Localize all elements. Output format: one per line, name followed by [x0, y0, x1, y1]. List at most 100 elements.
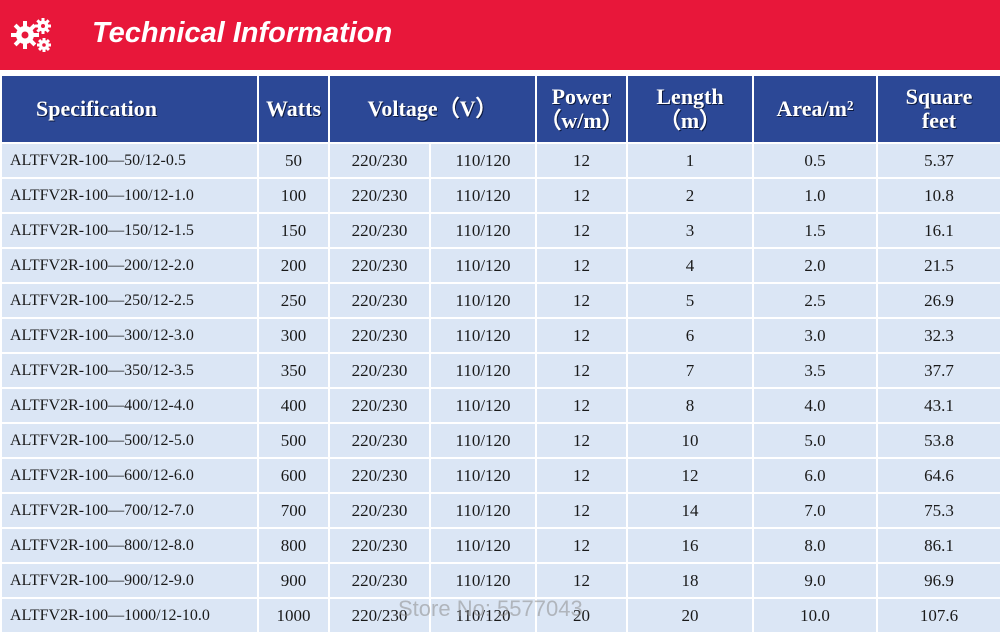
- cell-watts: 350: [257, 352, 330, 389]
- page-title: Technical Information: [92, 17, 393, 49]
- table-row: ALTFV2R-100—350/12-3.5 350 220/230 110/120 1…: [0, 352, 1000, 389]
- cell-specification: ALTFV2R-100—250/12-2.5: [0, 282, 259, 319]
- cell-square-feet: 37.7: [876, 352, 1000, 389]
- cell-voltage-low: 110/120: [429, 422, 537, 459]
- cell-length: 4: [626, 247, 754, 284]
- cell-watts: 100: [257, 177, 330, 214]
- cell-watts: 300: [257, 317, 330, 354]
- cell-voltage-high: 220/230: [328, 527, 431, 564]
- header-power: Power （w/m）: [535, 74, 628, 144]
- title-banner: Technical Information: [0, 0, 1000, 70]
- cell-specification: ALTFV2R-100—400/12-4.0: [0, 387, 259, 424]
- cell-square-feet: 32.3: [876, 317, 1000, 354]
- cell-area: 10.0: [752, 597, 878, 634]
- cell-length: 20: [626, 597, 754, 634]
- cell-area: 0.5: [752, 142, 878, 179]
- cell-voltage-low: 110/120: [429, 212, 537, 249]
- cell-power: 12: [535, 212, 628, 249]
- table-row: ALTFV2R-100—200/12-2.0 200 220/230 110/120 1…: [0, 247, 1000, 284]
- cell-power: 12: [535, 492, 628, 529]
- cell-specification: ALTFV2R-100—800/12-8.0: [0, 527, 259, 564]
- cell-length: 8: [626, 387, 754, 424]
- cell-watts: 50: [257, 142, 330, 179]
- table-row: ALTFV2R-100—800/12-8.0 800 220/230 110/120 1…: [0, 527, 1000, 564]
- cell-power: 12: [535, 142, 628, 179]
- cell-voltage-low: 110/120: [429, 317, 537, 354]
- cell-voltage-high: 220/230: [328, 352, 431, 389]
- cell-watts: 900: [257, 562, 330, 599]
- table-row: ALTFV2R-100—50/12-0.5 50 220/230 110/120 12 1…: [0, 142, 1000, 179]
- cell-area: 4.0: [752, 387, 878, 424]
- cell-specification: ALTFV2R-100—300/12-3.0: [0, 317, 259, 354]
- table-row: ALTFV2R-100—100/12-1.0 100 220/230 110/120 1…: [0, 177, 1000, 214]
- cell-length: 6: [626, 317, 754, 354]
- cell-specification: ALTFV2R-100—700/12-7.0: [0, 492, 259, 529]
- cell-power: 12: [535, 422, 628, 459]
- cell-area: 2.0: [752, 247, 878, 284]
- gears-icon: [11, 18, 51, 52]
- cell-length: 5: [626, 282, 754, 319]
- table-row: ALTFV2R-100—600/12-6.0 600 220/230 110/120 1…: [0, 457, 1000, 494]
- cell-watts: 1000: [257, 597, 330, 634]
- cell-voltage-low: 110/120: [429, 597, 537, 634]
- cell-area: 2.5: [752, 282, 878, 319]
- cell-length: 14: [626, 492, 754, 529]
- cell-specification: ALTFV2R-100—150/12-1.5: [0, 212, 259, 249]
- cell-square-feet: 16.1: [876, 212, 1000, 249]
- cell-square-feet: 5.37: [876, 142, 1000, 179]
- cell-area: 7.0: [752, 492, 878, 529]
- header-length: Length （m）: [626, 74, 754, 144]
- cell-length: 7: [626, 352, 754, 389]
- cell-watts: 400: [257, 387, 330, 424]
- cell-square-feet: 64.6: [876, 457, 1000, 494]
- cell-length: 16: [626, 527, 754, 564]
- cell-power: 12: [535, 387, 628, 424]
- cell-watts: 800: [257, 527, 330, 564]
- cell-voltage-low: 110/120: [429, 457, 537, 494]
- header-sqft-line1: Square: [905, 84, 973, 109]
- cell-square-feet: 43.1: [876, 387, 1000, 424]
- header-specification: Specification: [0, 74, 259, 144]
- cell-voltage-low: 110/120: [429, 142, 537, 179]
- table-body: ALTFV2R-100—50/12-0.5 50 220/230 110/120 12 1…: [0, 142, 1000, 634]
- cell-area: 3.5: [752, 352, 878, 389]
- cell-voltage-high: 220/230: [328, 142, 431, 179]
- cell-power: 12: [535, 317, 628, 354]
- cell-area: 1.5: [752, 212, 878, 249]
- cell-watts: 200: [257, 247, 330, 284]
- header-sqft-line2: feet: [921, 108, 957, 133]
- table-row: ALTFV2R-100—700/12-7.0 700 220/230 110/120 1…: [0, 492, 1000, 529]
- cell-area: 9.0: [752, 562, 878, 599]
- cell-length: 10: [626, 422, 754, 459]
- cell-length: 18: [626, 562, 754, 599]
- cell-voltage-low: 110/120: [429, 527, 537, 564]
- cell-specification: ALTFV2R-100—200/12-2.0: [0, 247, 259, 284]
- table-row: ALTFV2R-100—150/12-1.5 150 220/230 110/120 1…: [0, 212, 1000, 249]
- cell-voltage-high: 220/230: [328, 492, 431, 529]
- cell-voltage-high: 220/230: [328, 177, 431, 214]
- cell-square-feet: 10.8: [876, 177, 1000, 214]
- cell-voltage-low: 110/120: [429, 387, 537, 424]
- table-row: ALTFV2R-100—500/12-5.0 500 220/230 110/120 1…: [0, 422, 1000, 459]
- cell-power: 12: [535, 352, 628, 389]
- cell-voltage-low: 110/120: [429, 247, 537, 284]
- cell-square-feet: 96.9: [876, 562, 1000, 599]
- cell-specification: ALTFV2R-100—50/12-0.5: [0, 142, 259, 179]
- cell-voltage-low: 110/120: [429, 492, 537, 529]
- cell-voltage-low: 110/120: [429, 177, 537, 214]
- cell-square-feet: 86.1: [876, 527, 1000, 564]
- cell-specification: ALTFV2R-100—350/12-3.5: [0, 352, 259, 389]
- cell-area: 1.0: [752, 177, 878, 214]
- cell-watts: 150: [257, 212, 330, 249]
- header-voltage: Voltage（V）: [328, 74, 537, 144]
- table-row: ALTFV2R-100—900/12-9.0 900 220/230 110/120 1…: [0, 562, 1000, 599]
- cell-voltage-high: 220/230: [328, 457, 431, 494]
- cell-voltage-low: 110/120: [429, 282, 537, 319]
- cell-power: 20: [535, 597, 628, 634]
- header-area: Area/m²: [752, 74, 878, 144]
- cell-voltage-high: 220/230: [328, 562, 431, 599]
- table-row: ALTFV2R-100—250/12-2.5 250 220/230 110/120 1…: [0, 282, 1000, 319]
- table-row: ALTFV2R-100—1000/12-10.0 1000 220/230 110/1…: [0, 597, 1000, 634]
- cell-voltage-high: 220/230: [328, 387, 431, 424]
- cell-power: 12: [535, 457, 628, 494]
